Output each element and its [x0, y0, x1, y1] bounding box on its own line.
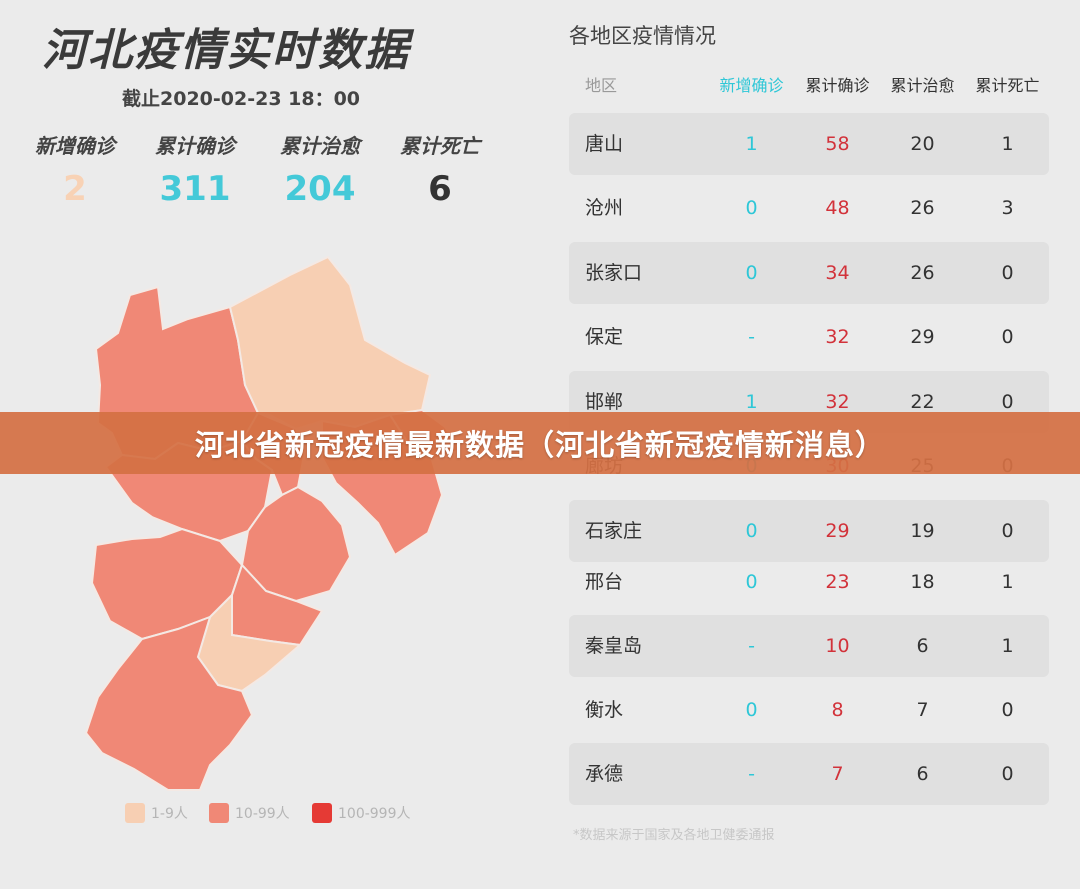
table-row[interactable]: 石家庄 0 29 19 0 — [569, 500, 1049, 562]
region-name: 沧州 — [585, 197, 624, 219]
total-dead-cell: 3 — [1001, 197, 1014, 219]
legend-swatch — [312, 803, 332, 823]
total-confirmed-cell: 8 — [831, 699, 844, 721]
header-new-confirmed[interactable]: 新增确诊 — [719, 76, 784, 95]
new-confirmed-cell: 0 — [745, 197, 758, 219]
legend-item: 10-99人 — [209, 803, 290, 823]
total-dead-cell: 1 — [1001, 571, 1014, 593]
total-dead-cell: 0 — [1001, 326, 1014, 348]
new-confirmed-cell: 0 — [745, 520, 758, 542]
new-confirmed-cell: - — [748, 635, 755, 657]
total-cured-cell: 6 — [916, 763, 929, 785]
total-cured-cell: 18 — [910, 571, 935, 593]
table-row[interactable]: 承德 - 7 6 0 — [569, 743, 1049, 805]
stat-value: 6 — [428, 169, 452, 209]
total-dead-cell: 0 — [1001, 391, 1014, 413]
total-cured-cell: 19 — [910, 520, 935, 542]
table-header: 地区 新增确诊 累计确诊 累计治愈 累计死亡 — [569, 72, 1049, 96]
total-cured-cell: 7 — [916, 699, 929, 721]
total-cured-cell: 26 — [910, 197, 935, 219]
region-name: 张家口 — [585, 262, 643, 284]
header-region[interactable]: 地区 — [585, 76, 618, 95]
table-row[interactable]: 衡水 0 8 7 0 — [569, 679, 1049, 741]
stat-total-dead: 累计死亡 6 — [385, 130, 495, 209]
new-confirmed-cell: 0 — [745, 699, 758, 721]
deadline-text: 截止2020-02-23 18：00 — [122, 88, 361, 110]
total-cured-cell: 20 — [910, 133, 935, 155]
total-confirmed-cell: 32 — [825, 326, 850, 348]
region-name: 秦皇岛 — [585, 635, 643, 657]
header-total-dead[interactable]: 累计死亡 — [975, 76, 1040, 95]
region-name: 石家庄 — [585, 520, 643, 542]
stat-total-cured: 累计治愈 204 — [265, 130, 375, 209]
new-confirmed-cell: 0 — [745, 571, 758, 593]
table-row[interactable]: 保定 - 32 29 0 — [569, 306, 1049, 368]
total-confirmed-cell: 10 — [825, 635, 850, 657]
map-region-handan[interactable] — [84, 615, 254, 791]
stats-row: 新增确诊 2 累计确诊 311 累计治愈 204 累计死亡 6 — [20, 130, 500, 220]
table-row[interactable]: 秦皇岛 - 10 6 1 — [569, 615, 1049, 677]
region-name: 唐山 — [585, 133, 624, 155]
region-name: 衡水 — [585, 699, 624, 721]
data-source-note: *数据来源于国家及各地卫健委通报 — [573, 828, 775, 843]
stat-value: 2 — [63, 169, 87, 209]
new-confirmed-cell: 0 — [745, 262, 758, 284]
total-confirmed-cell: 34 — [825, 262, 850, 284]
total-confirmed-cell: 58 — [825, 133, 850, 155]
table-row[interactable]: 唐山 1 58 20 1 — [569, 113, 1049, 175]
header-total-confirmed[interactable]: 累计确诊 — [805, 76, 870, 95]
region-name: 承德 — [585, 763, 624, 785]
page-title: 河北疫情实时数据 — [42, 25, 410, 76]
legend-swatch — [209, 803, 229, 823]
section-title: 各地区疫情情况 — [569, 24, 716, 48]
legend-label: 1-9人 — [151, 806, 188, 822]
total-dead-cell: 0 — [1001, 262, 1014, 284]
stat-label: 累计治愈 — [280, 134, 360, 158]
total-dead-cell: 0 — [1001, 520, 1014, 542]
stat-value: 204 — [284, 169, 356, 209]
total-confirmed-cell: 32 — [825, 391, 850, 413]
region-table-panel: 各地区疫情情况 地区 新增确诊 累计确诊 累计治愈 累计死亡 唐山 1 58 20 1 沧… — [545, 0, 1080, 889]
total-confirmed-cell: 23 — [825, 571, 850, 593]
region-name: 保定 — [585, 326, 624, 348]
stat-label: 新增确诊 — [35, 134, 115, 158]
total-cured-cell: 22 — [910, 391, 935, 413]
map-region-chengde[interactable] — [228, 255, 432, 431]
legend-item: 1-9人 — [125, 803, 188, 823]
new-confirmed-cell: 1 — [745, 133, 758, 155]
legend-label: 10-99人 — [235, 806, 290, 822]
legend-label: 100-999人 — [338, 806, 411, 822]
stat-total-confirmed: 累计确诊 311 — [140, 130, 250, 209]
legend-swatch — [125, 803, 145, 823]
legend-item: 100-999人 — [312, 803, 411, 823]
new-confirmed-cell: - — [748, 763, 755, 785]
total-cured-cell: 6 — [916, 635, 929, 657]
headline-banner: 河北省新冠疫情最新数据（河北省新冠疫情新消息） — [0, 412, 1080, 474]
total-dead-cell: 1 — [1001, 635, 1014, 657]
total-cured-cell: 29 — [910, 326, 935, 348]
table-row[interactable]: 张家口 0 34 26 0 — [569, 242, 1049, 304]
new-confirmed-cell: 1 — [745, 391, 758, 413]
region-name: 邢台 — [585, 571, 624, 593]
header-total-cured[interactable]: 累计治愈 — [890, 76, 955, 95]
total-confirmed-cell: 48 — [825, 197, 850, 219]
region-name: 邯郸 — [585, 391, 624, 413]
stat-label: 累计死亡 — [400, 134, 480, 158]
stat-value: 311 — [159, 169, 231, 209]
total-dead-cell: 1 — [1001, 133, 1014, 155]
new-confirmed-cell: - — [748, 326, 755, 348]
total-confirmed-cell: 7 — [831, 763, 844, 785]
table-row[interactable]: 邢台 0 23 18 1 — [569, 551, 1049, 613]
hebei-map — [84, 255, 462, 791]
summary-panel: 河北疫情实时数据 截止2020-02-23 18：00 新增确诊 2 累计确诊 … — [20, 25, 500, 823]
total-dead-cell: 0 — [1001, 699, 1014, 721]
headline-text: 河北省新冠疫情最新数据（河北省新冠疫情新消息） — [194, 428, 885, 462]
stat-new-confirmed: 新增确诊 2 — [20, 130, 130, 209]
total-confirmed-cell: 29 — [825, 520, 850, 542]
table-row[interactable]: 沧州 0 48 26 3 — [569, 177, 1049, 239]
stat-label: 累计确诊 — [155, 134, 235, 158]
total-cured-cell: 26 — [910, 262, 935, 284]
total-dead-cell: 0 — [1001, 763, 1014, 785]
